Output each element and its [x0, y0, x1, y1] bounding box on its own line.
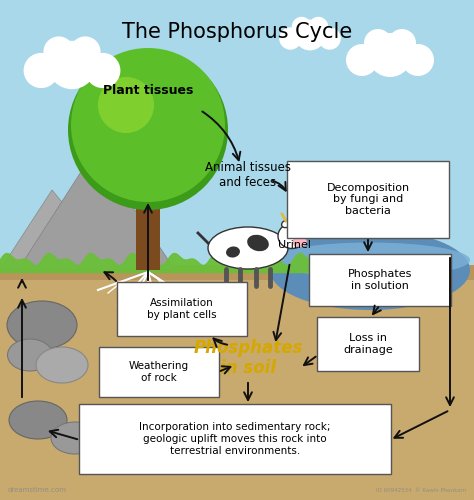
FancyBboxPatch shape [79, 404, 391, 474]
Circle shape [48, 41, 96, 89]
Ellipse shape [9, 401, 67, 439]
Circle shape [309, 17, 328, 36]
Circle shape [24, 53, 59, 88]
Polygon shape [82, 150, 108, 172]
Text: Phosphates
in solution: Phosphates in solution [348, 269, 412, 291]
Ellipse shape [226, 246, 240, 258]
Ellipse shape [293, 237, 307, 247]
Bar [0, 265, 474, 280]
Ellipse shape [270, 242, 470, 278]
Ellipse shape [36, 347, 88, 383]
Text: Plant tissues: Plant tissues [103, 84, 193, 96]
FancyBboxPatch shape [317, 317, 419, 371]
Ellipse shape [51, 422, 99, 454]
Bar [0, 265, 474, 500]
Text: Phosphates
in soil: Phosphates in soil [193, 338, 303, 378]
Text: Decomposition
by fungi and
bacteria: Decomposition by fungi and bacteria [327, 183, 410, 216]
Text: Weathering
of rock: Weathering of rock [129, 361, 189, 383]
Ellipse shape [278, 224, 306, 248]
Ellipse shape [247, 235, 269, 251]
Circle shape [364, 29, 392, 57]
Circle shape [68, 50, 228, 210]
Circle shape [71, 48, 225, 202]
Text: Loss in
drainage: Loss in drainage [343, 333, 393, 355]
Text: Assimilation
by plant cells: Assimilation by plant cells [147, 298, 217, 320]
Ellipse shape [270, 230, 470, 310]
Ellipse shape [282, 220, 291, 228]
Text: Animal tissues
and feces: Animal tissues and feces [205, 161, 291, 189]
Circle shape [70, 36, 100, 67]
Bar [0, 0, 474, 295]
Circle shape [319, 28, 341, 50]
FancyBboxPatch shape [99, 347, 219, 397]
Polygon shape [18, 150, 175, 270]
FancyBboxPatch shape [309, 254, 451, 306]
Ellipse shape [8, 339, 53, 371]
Circle shape [44, 36, 74, 67]
Circle shape [98, 77, 154, 133]
Ellipse shape [208, 227, 288, 269]
Text: The Phosphorus Cycle: The Phosphorus Cycle [122, 22, 352, 42]
Polygon shape [0, 190, 118, 270]
Text: Urinel: Urinel [278, 240, 311, 250]
FancyBboxPatch shape [117, 282, 247, 336]
Circle shape [388, 29, 416, 57]
Text: dreamstime.com: dreamstime.com [8, 487, 67, 493]
Text: Incorporation into sedimentary rock;
geologic uplift moves this rock into
terres: Incorporation into sedimentary rock; geo… [139, 422, 331, 456]
Circle shape [292, 17, 311, 36]
FancyBboxPatch shape [287, 161, 449, 238]
Circle shape [346, 44, 378, 76]
Circle shape [295, 20, 325, 50]
Circle shape [279, 28, 301, 50]
Bar [136, 185, 160, 270]
Circle shape [368, 33, 412, 77]
Text: ID 60942534  © Kawin Phonkam: ID 60942534 © Kawin Phonkam [376, 488, 466, 493]
Circle shape [290, 230, 294, 234]
Circle shape [402, 44, 434, 76]
Ellipse shape [7, 301, 77, 349]
Circle shape [85, 53, 120, 88]
